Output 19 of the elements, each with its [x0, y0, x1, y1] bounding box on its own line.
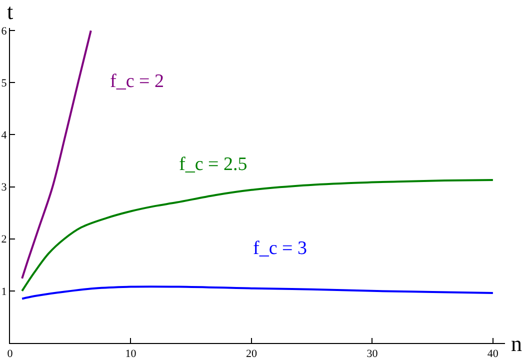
line-series	[21, 286, 494, 300]
x-axis-title: n	[511, 331, 522, 356]
x-tick-label: 20	[246, 348, 258, 360]
y-tick-label: 2	[1, 234, 7, 246]
x-tick-label: 40	[487, 348, 499, 360]
y-tick-label: 1	[1, 286, 7, 298]
series-label: f_c = 3	[253, 238, 307, 259]
series-label: f_c = 2.5	[179, 154, 248, 175]
x-tick-label: 0	[7, 348, 14, 360]
y-tick-label: 3	[1, 182, 8, 194]
y-tick-label: 4	[1, 130, 8, 142]
line-series	[21, 30, 92, 280]
x-tick-label: 10	[125, 348, 137, 360]
line-series	[21, 179, 494, 292]
y-tick-label: 6	[1, 25, 8, 38]
series-label: f_c = 2	[110, 71, 164, 92]
y-axis-title: t	[7, 0, 14, 24]
y-tick-label: 5	[1, 78, 8, 90]
x-tick-label: 30	[366, 348, 378, 360]
